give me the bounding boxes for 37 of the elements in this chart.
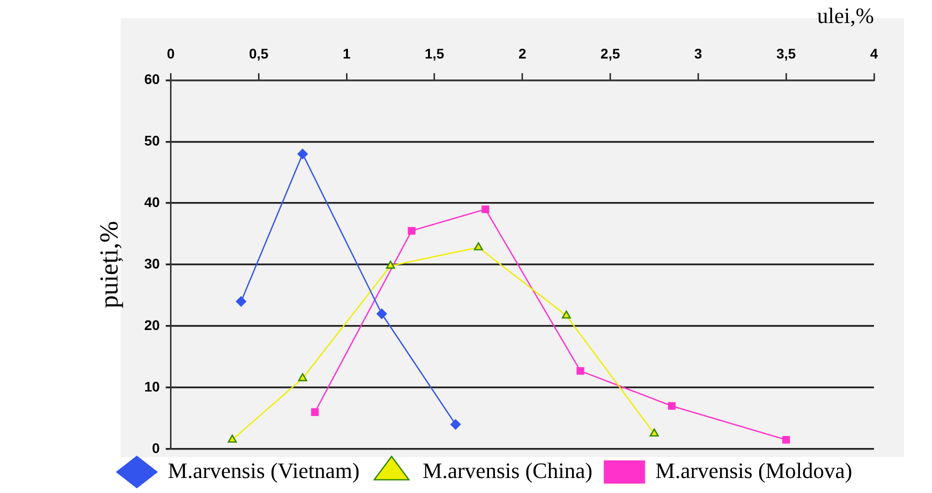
point [450,419,461,430]
x-tick-label: 0 [166,46,175,62]
point [482,205,490,214]
point [376,308,387,319]
legend-label: M.arvensis (Moldova) [655,458,852,483]
point [236,296,246,307]
y-tick-label: 20 [144,316,160,333]
x-tick-label: 2,5 [600,46,620,62]
point [650,428,659,437]
x-tick-label: 0,5 [248,46,269,62]
point [562,310,571,319]
y-tick-label: 40 [144,194,160,210]
legend-label: M.arvensis (Vietnam) [168,458,360,483]
point [576,367,584,375]
y-tick-label: 30 [144,255,160,272]
point [297,148,308,160]
x-axis-title: ulei,% [817,2,874,28]
point [311,408,319,416]
point [408,226,416,235]
point [474,242,483,250]
x-tick-label: 2 [518,46,526,62]
point [386,260,396,269]
y-tick-label: 50 [144,132,160,149]
point [228,434,237,443]
y-tick-label: 10 [144,378,160,394]
x-tick-label: 3 [694,46,702,62]
y-axis-title: puieți,% [94,220,124,308]
x-tick-label: 1,5 [424,46,444,62]
point [782,436,790,444]
point [298,373,308,382]
y-tick-label: 60 [144,71,160,88]
x-tick-label: 4 [870,46,878,62]
x-tick-label: 3,5 [776,46,796,62]
legend-label: M.arvensis (China) [422,458,592,483]
y-tick-label: 0 [152,440,160,456]
x-tick-label: 1 [342,46,351,62]
point [668,402,676,410]
